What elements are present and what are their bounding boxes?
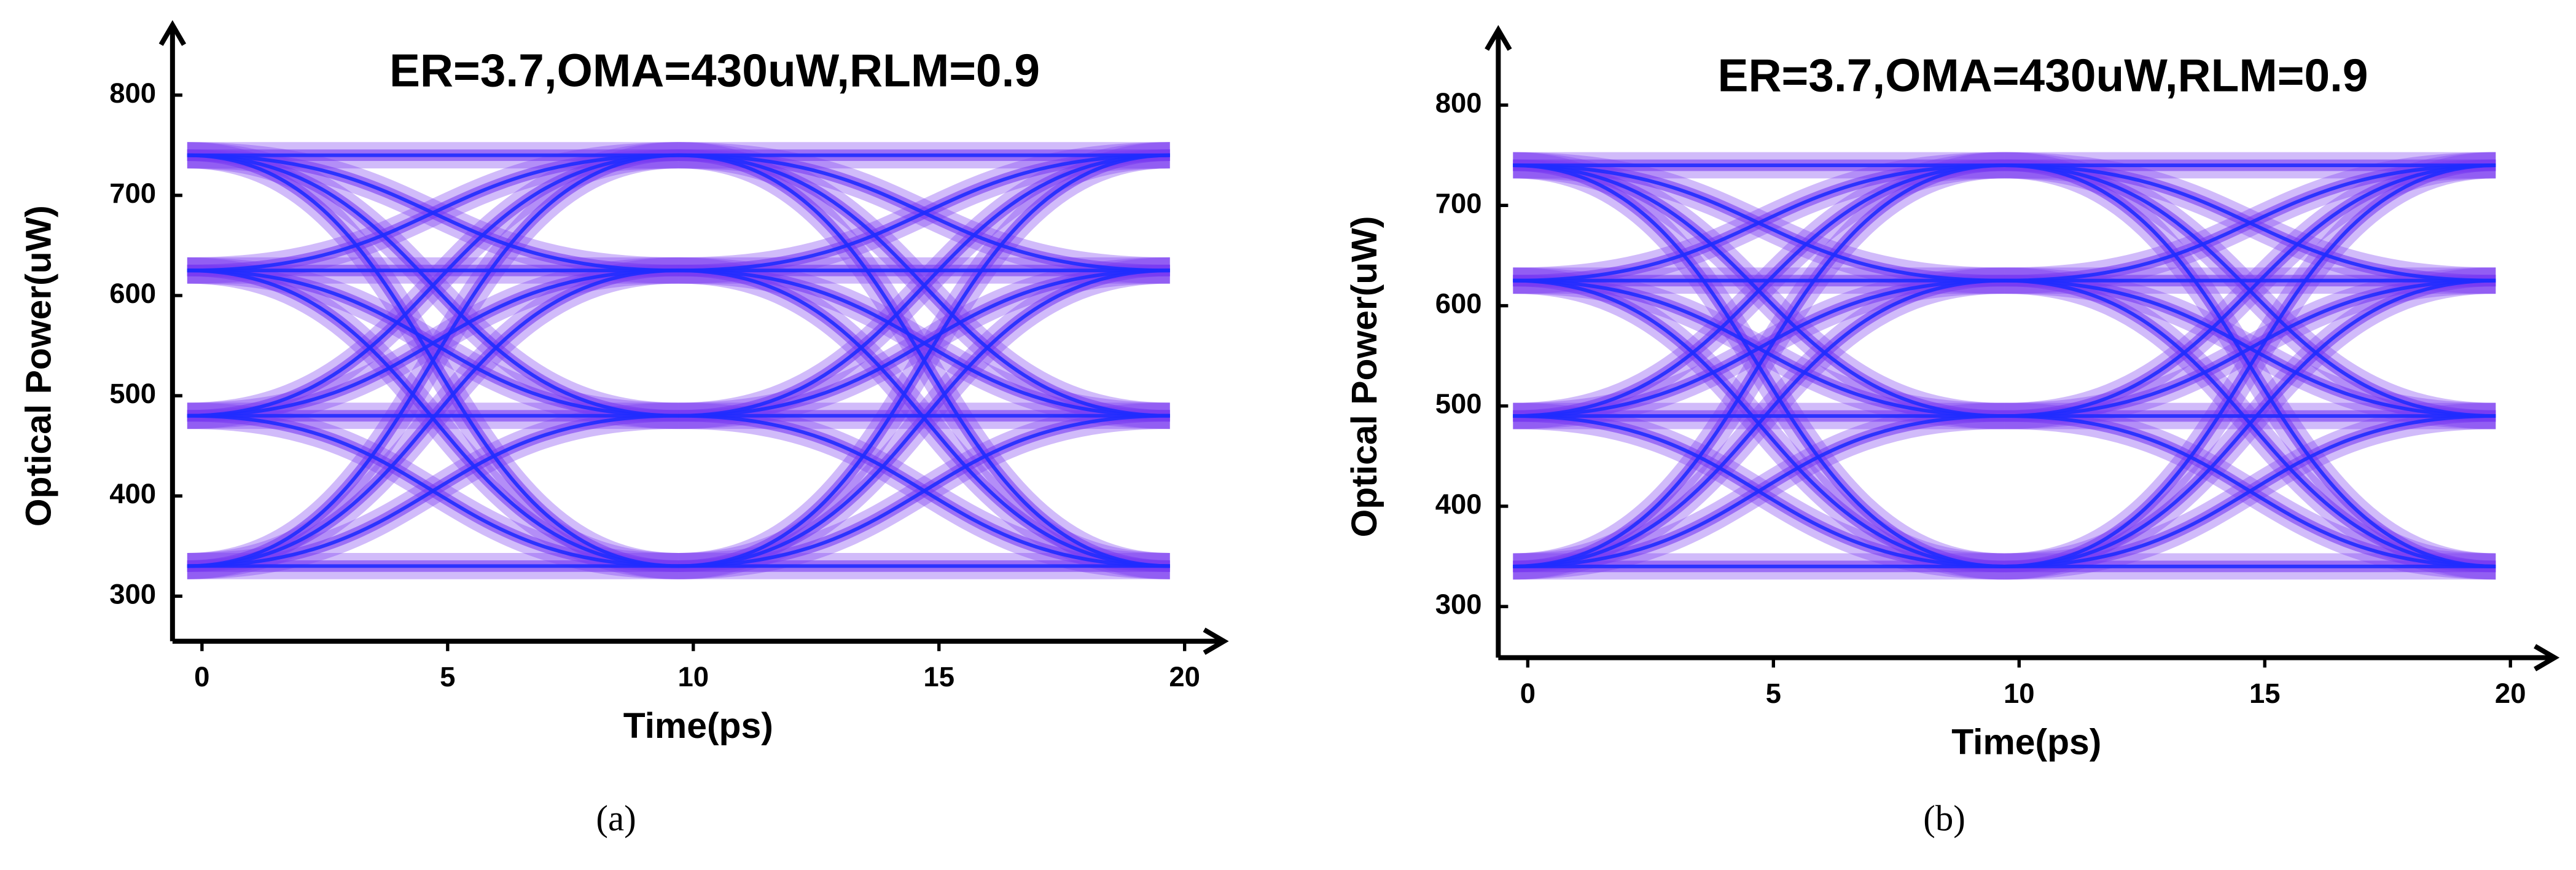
y-tick-label: 800 [1435, 87, 1482, 119]
y-arrow [1485, 25, 1512, 51]
x-tick-label: 20 [2495, 678, 2526, 709]
x-tick-label: 10 [677, 661, 709, 692]
y-tick-label: 600 [109, 278, 156, 309]
eye-trace [2004, 414, 2496, 568]
eye-trace [187, 153, 679, 568]
eye-trace [678, 153, 1170, 418]
eye-trace [1513, 163, 2005, 418]
y-axis-label: Optical Power(uW) [18, 205, 58, 527]
eye-trace [2004, 278, 2496, 418]
eye-trace [678, 413, 1170, 568]
y-tick-label: 800 [109, 77, 156, 109]
x-tick-label: 10 [2004, 678, 2035, 709]
y-tick-label: 400 [109, 478, 156, 509]
y-tick-label: 300 [1435, 589, 1482, 620]
eye-trace [187, 268, 679, 568]
eye-trace [187, 268, 679, 418]
x-tick-label: 5 [440, 661, 455, 692]
eye-trace [678, 268, 1170, 418]
y-tick-label: 500 [1435, 388, 1482, 420]
y-tick-label: 700 [109, 178, 156, 209]
x-tick-label: 0 [1520, 678, 1536, 709]
eye-trace [2004, 278, 2496, 568]
x-axis-label: Time(ps) [1951, 723, 2101, 762]
x-tick-label: 0 [194, 661, 209, 692]
eye-trace [678, 153, 1170, 273]
caption: (a) [596, 798, 636, 838]
y-tick-label: 300 [109, 578, 156, 609]
eye-trace [1513, 278, 2005, 418]
x-axis-label: Time(ps) [623, 706, 773, 746]
eye-traces [1513, 152, 2496, 580]
x-tick-label: 5 [1766, 678, 1781, 709]
y-arrow [158, 20, 187, 46]
eye-trace [2004, 163, 2496, 283]
eye-trace [187, 153, 679, 418]
x-tick-label: 15 [923, 661, 954, 692]
eye-trace [2004, 163, 2496, 418]
y-axis-label: Optical Power(uW) [1345, 216, 1384, 538]
y-tick-label: 700 [1435, 187, 1482, 219]
eye-traces [187, 142, 1170, 579]
eye-trace [1513, 163, 2005, 283]
eye-trace [1513, 163, 2005, 568]
eye-trace [187, 413, 679, 568]
eye-trace [678, 153, 1170, 568]
caption: (b) [1923, 798, 1965, 838]
x-tick-label: 20 [1169, 661, 1200, 692]
eye-trace [2004, 163, 2496, 568]
chart-title: ER=3.7,OMA=430uW,RLM=0.9 [1718, 50, 2368, 101]
x-arrow [2534, 644, 2560, 672]
y-tick-label: 600 [1435, 288, 1482, 319]
x-arrow [1203, 627, 1229, 655]
y-tick-label: 400 [1435, 488, 1482, 520]
y-tick-label: 500 [109, 378, 156, 409]
eye-trace [187, 153, 679, 273]
x-tick-label: 15 [2249, 678, 2281, 709]
chart-title: ER=3.7,OMA=430uW,RLM=0.9 [389, 45, 1040, 96]
eye-trace [678, 268, 1170, 568]
eye-trace [1513, 414, 2005, 568]
eye-trace [1513, 278, 2005, 568]
